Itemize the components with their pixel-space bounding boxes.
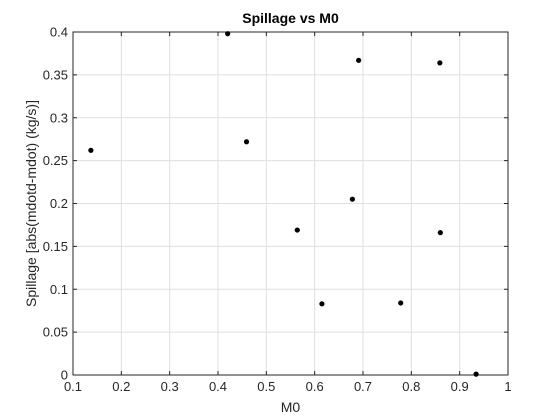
x-tick-label: 0.1 <box>64 379 82 394</box>
data-point-10 <box>437 230 443 236</box>
data-point-2 <box>225 31 231 37</box>
y-tick-label: 0 <box>61 368 68 383</box>
x-axis-label: M0 <box>281 399 301 415</box>
x-tick-label: 0.4 <box>209 379 227 394</box>
y-tick-label: 0.25 <box>43 153 68 168</box>
y-tick-label: 0.2 <box>50 196 68 211</box>
x-tick-label: 0.9 <box>451 379 469 394</box>
x-tick-label: 0.3 <box>161 379 179 394</box>
data-point-8 <box>398 300 404 306</box>
x-tick-label: 1 <box>504 379 511 394</box>
data-point-9 <box>437 60 443 66</box>
y-axis-label: Spillage [abs(mdotd-mdot) (kg/s)] <box>23 100 39 307</box>
y-tick-label: 0.05 <box>43 325 68 340</box>
x-tick-label: 0.5 <box>257 379 275 394</box>
y-tick-label: 0.4 <box>50 25 68 40</box>
x-tick-label: 0.7 <box>354 379 372 394</box>
y-tick-label: 0.35 <box>43 67 68 82</box>
data-point-4 <box>294 227 300 233</box>
x-tick-label: 0.6 <box>306 379 324 394</box>
chart-title: Spillage vs M0 <box>242 10 339 26</box>
data-point-1 <box>88 147 94 153</box>
y-tick-label: 0.15 <box>43 239 68 254</box>
data-point-5 <box>319 301 325 307</box>
data-point-3 <box>243 139 250 145</box>
data-points <box>88 31 479 377</box>
y-tick-label: 0.1 <box>50 282 68 297</box>
y-tick-label: 0.3 <box>50 110 68 125</box>
x-tick-label: 0.8 <box>402 379 420 394</box>
data-point-11 <box>473 371 479 377</box>
axis-ticks: 0.1 0.2 0.3 0.4 0.5 0.6 0.7 0.8 0.9 1 0 0.05 0.1 0.15… <box>43 25 512 395</box>
data-point-7 <box>356 57 362 63</box>
x-tick-label: 0.2 <box>112 379 130 394</box>
data-point-6 <box>349 196 355 202</box>
